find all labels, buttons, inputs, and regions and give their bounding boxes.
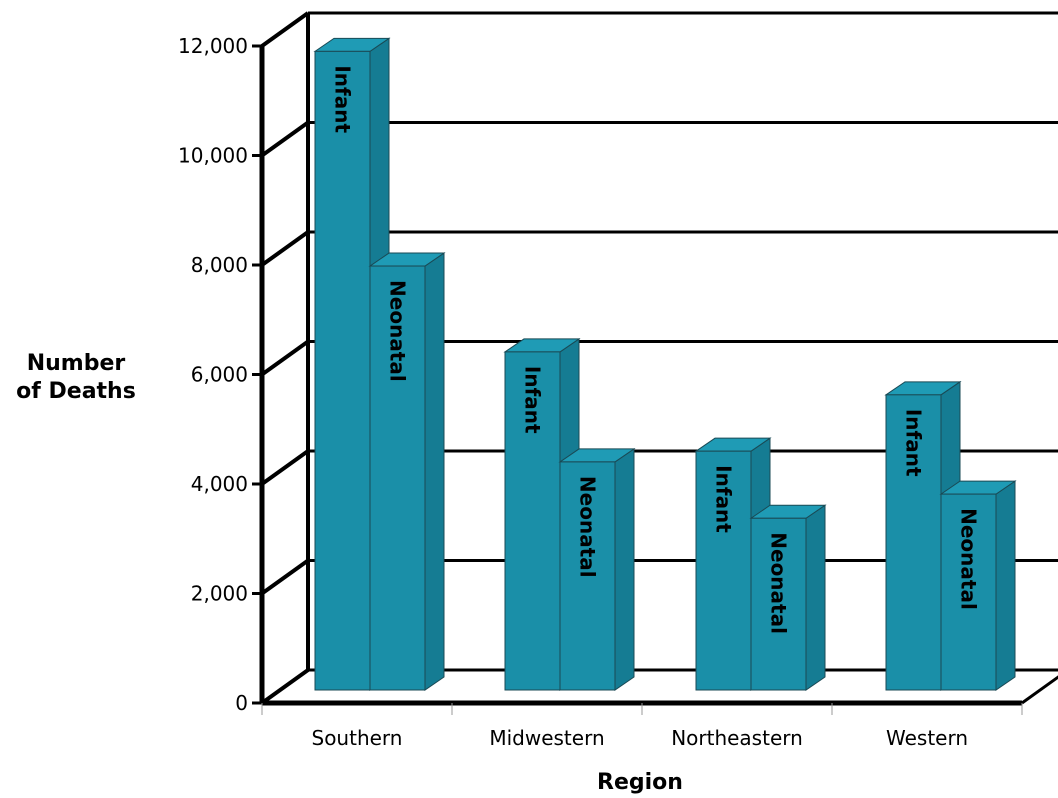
bar-front-face bbox=[369, 265, 426, 691]
bar-front-face bbox=[695, 450, 752, 691]
floor-right-edge bbox=[1021, 675, 1058, 705]
y-tick-label: 2,000 bbox=[191, 582, 248, 606]
left-wall-gridline bbox=[260, 449, 310, 486]
bar-front-face bbox=[750, 517, 807, 691]
bar-front-face bbox=[940, 493, 997, 691]
y-tick-label: 10,000 bbox=[178, 144, 248, 168]
y-tick-labels: 0 2,000 4,000 6,000 8,000 10,000 12,000 bbox=[178, 34, 262, 715]
x-category-label: Western bbox=[886, 726, 968, 750]
bar-side-face bbox=[614, 447, 635, 691]
x-axis-title: Region bbox=[597, 770, 683, 795]
left-wall-gridline bbox=[260, 668, 310, 705]
x-category-labels: Southern Midwestern Northeastern Western bbox=[261, 703, 1023, 750]
x-category-label: Midwestern bbox=[489, 726, 604, 750]
y-tick-label: 0 bbox=[235, 691, 248, 715]
bar-label: Neonatal bbox=[767, 532, 791, 634]
bar-front-face bbox=[314, 50, 371, 691]
bar-label: Infant bbox=[331, 65, 355, 133]
x-category-label: Southern bbox=[312, 726, 403, 750]
left-wall-gridline bbox=[260, 339, 310, 377]
y-tick-label: 12,000 bbox=[178, 34, 248, 58]
bar-label: Neonatal bbox=[386, 280, 410, 382]
bar-front-face bbox=[885, 394, 942, 691]
bar-label: Infant bbox=[521, 366, 545, 434]
y-tick-label: 6,000 bbox=[191, 363, 248, 387]
left-wall-gridline bbox=[260, 558, 310, 596]
bar-neonatal-northeastern: Neonatal bbox=[749, 504, 827, 691]
y-axis-title-line-2: of Deaths bbox=[16, 379, 136, 404]
bar-side-face bbox=[805, 504, 826, 691]
bar-side-face bbox=[995, 480, 1016, 691]
x-category-label: Northeastern bbox=[671, 726, 803, 750]
left-wall-gridline bbox=[260, 120, 310, 158]
bar-front-face bbox=[504, 351, 561, 691]
bars-group: Infant Neonatal Infant Neonatal Infant Neonat… bbox=[313, 37, 1017, 691]
bar-label: Infant bbox=[712, 465, 736, 533]
bar-neonatal-southern: Neonatal bbox=[368, 252, 446, 691]
left-wall-gridline bbox=[260, 230, 310, 267]
bar-label: Infant bbox=[902, 409, 926, 477]
bar-neonatal-midwestern: Neonatal bbox=[558, 447, 636, 691]
y-tick-label: 4,000 bbox=[191, 472, 248, 496]
left-wall-gridline bbox=[260, 11, 310, 48]
bar-label: Neonatal bbox=[957, 508, 981, 610]
bar-neonatal-western: Neonatal bbox=[939, 480, 1017, 691]
y-tick-label: 8,000 bbox=[191, 253, 248, 277]
bar-label: Neonatal bbox=[576, 476, 600, 578]
bar-front-face bbox=[559, 461, 616, 691]
y-axis-title-line-1: Number bbox=[27, 351, 126, 376]
bar-infant-southern: Infant bbox=[313, 37, 391, 691]
bar-side-face bbox=[424, 252, 445, 691]
